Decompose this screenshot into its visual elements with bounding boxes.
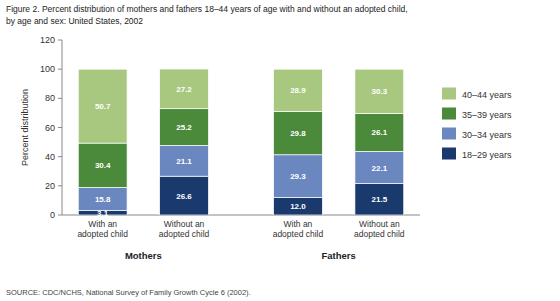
bar-segment: [355, 184, 404, 215]
x-tick-label-line: adopted child: [77, 229, 128, 239]
y-tick-label: 60: [45, 123, 55, 133]
y-tick: [58, 40, 62, 41]
x-tick-label-line: Without an: [359, 219, 400, 229]
x-tick-label: Without anadopted child: [159, 219, 210, 239]
x-tick-label-line: adopted child: [273, 229, 324, 239]
y-tick: [58, 156, 62, 157]
bar-segment: [78, 69, 127, 143]
bar-segment: [274, 198, 323, 216]
data-label: 25.2: [176, 123, 192, 132]
bar-segment: [160, 109, 209, 146]
x-tick-label: Without anadopted child: [354, 219, 405, 239]
data-label: 26.6: [176, 192, 192, 201]
data-label: 30.3: [372, 87, 388, 96]
x-tick-label-line: adopted child: [159, 229, 210, 239]
legend-label: 35–39 years: [462, 110, 512, 120]
y-tick-label: 120: [40, 35, 55, 45]
legend: 40–44 years 35–39 years 30–34 years 18–29 y…: [442, 88, 512, 160]
legend-swatch: [442, 128, 456, 140]
data-label: 3.1: [97, 209, 109, 218]
data-label: 21.1: [176, 157, 192, 166]
data-label: 21.5: [372, 195, 388, 204]
x-tick-label: With anadopted child: [77, 219, 128, 239]
x-tick-label: With anadopted child: [273, 219, 324, 239]
legend-swatch: [442, 148, 456, 160]
bar-segment: [355, 151, 404, 183]
data-label: 12.0: [290, 202, 306, 211]
bar-segment: [355, 69, 404, 113]
x-tick-label-line: Without an: [164, 219, 205, 229]
bar-segment: [78, 187, 127, 210]
title: Figure 2. Percent distribution of mother…: [6, 4, 408, 14]
bar-segment: [355, 113, 404, 151]
data-label: 28.9: [290, 86, 306, 95]
x-tick-label-line: With an: [88, 219, 117, 229]
data-labels: 3.1 15.8 30.4 50.7 26.6 21.1 25.2 27.2 12.0 29.3 2…: [95, 85, 388, 218]
legend-swatch: [442, 108, 456, 120]
y-tick-label: 40: [45, 152, 55, 162]
y-tick: [58, 185, 62, 186]
y-tick-label: 80: [45, 93, 55, 103]
legend-label: 30–34 years: [462, 130, 512, 140]
y-axis-label: Percent distribution: [20, 89, 30, 166]
group-label: Mothers: [125, 250, 162, 261]
y-tick: [58, 69, 62, 70]
x-tick-label-line: adopted child: [354, 229, 405, 239]
bar-segment: [160, 69, 209, 109]
y-tick-label: 100: [40, 64, 55, 74]
data-label: 30.4: [95, 161, 111, 170]
y-tick-label: 20: [45, 181, 55, 191]
y-tick: [58, 215, 62, 216]
data-label: 27.2: [176, 85, 192, 94]
bar-segment: [274, 69, 323, 111]
bar-segment: [160, 176, 209, 215]
x-tick-label-line: With an: [284, 219, 313, 229]
bars: [78, 69, 403, 215]
legend-swatch: [442, 88, 456, 100]
y-tick: [58, 127, 62, 128]
legend-label: 18–29 years: [462, 150, 512, 160]
data-label: 29.8: [290, 129, 306, 138]
data-label: 26.1: [372, 128, 388, 137]
data-label: 22.1: [372, 164, 388, 173]
data-label: 50.7: [95, 102, 111, 111]
data-label: 15.8: [95, 195, 111, 204]
y-tick-label: 0: [50, 210, 55, 220]
legend-label: 40–44 years: [462, 90, 512, 100]
y-tick: [58, 98, 62, 99]
chart: Figure 2. Percent distribution of mother…: [0, 0, 560, 301]
subtitle: by age and sex: United States, 2002: [6, 16, 143, 26]
bar-segment: [160, 145, 209, 176]
data-label: 29.3: [290, 172, 306, 181]
bar-segment: [274, 111, 323, 154]
group-label: Fathers: [321, 250, 355, 261]
bar-segment: [274, 155, 323, 198]
bar-segment: [78, 143, 127, 187]
annotation: SOURCE: CDC/NCHS, National Survey of Fam…: [6, 288, 251, 297]
